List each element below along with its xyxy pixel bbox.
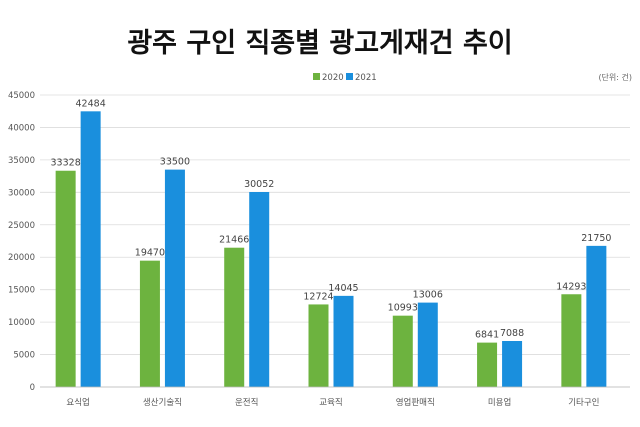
bar-2020 xyxy=(139,260,160,387)
x-category-label: 운전직 xyxy=(235,397,258,408)
bar-2020 xyxy=(561,294,582,387)
bar-2020 xyxy=(55,170,76,387)
bar-2020 xyxy=(224,247,245,387)
bar-2021 xyxy=(417,302,438,387)
bar-2021 xyxy=(249,191,270,387)
y-tick-label: 25000 xyxy=(8,221,35,231)
y-tick-label: 0 xyxy=(30,383,35,393)
data-label: 21466 xyxy=(219,235,249,246)
unit-label: (단위: 건) xyxy=(598,72,632,82)
x-category-label: 기타구인 xyxy=(568,397,599,408)
y-tick-label: 5000 xyxy=(13,351,35,361)
y-tick-label: 20000 xyxy=(8,253,35,263)
y-tick-label: 45000 xyxy=(8,91,35,101)
x-category-label: 미용업 xyxy=(488,398,511,408)
bar-2021 xyxy=(333,295,354,387)
y-tick-label: 10000 xyxy=(8,318,35,328)
y-tick-label: 15000 xyxy=(8,286,35,296)
data-label: 30052 xyxy=(244,179,274,190)
data-label: 13006 xyxy=(413,290,443,301)
data-label: 7088 xyxy=(500,328,524,339)
y-tick-label: 30000 xyxy=(8,188,35,198)
bar-2021 xyxy=(164,169,185,387)
data-label: 33328 xyxy=(51,158,81,169)
x-category-label: 영업판매직 xyxy=(396,397,435,408)
y-tick-label: 40000 xyxy=(8,123,35,133)
bar-2021 xyxy=(80,111,101,387)
legend-swatch xyxy=(346,73,353,80)
x-category-label: 교육직 xyxy=(319,397,342,408)
legend-swatch xyxy=(313,73,320,80)
bars xyxy=(55,111,607,387)
data-labels: 33328 42484 19470 33500 21466 30052 1272414045… xyxy=(51,98,612,340)
data-label: 21750 xyxy=(581,233,611,244)
bar-2020 xyxy=(308,304,329,387)
y-tick-label: 35000 xyxy=(8,156,35,166)
y-axis: 0 5000 10000 15000 20000 25000 30000 35000 40000… xyxy=(8,91,35,393)
x-category-label: 요식업 xyxy=(66,398,89,408)
legend: 2020 2021 xyxy=(313,73,377,83)
data-label: 10993 xyxy=(388,303,418,314)
bar-2021 xyxy=(586,245,607,387)
grid-lines xyxy=(40,94,630,388)
legend-label: 2020 xyxy=(322,73,344,83)
x-category-label: 생산기술직 xyxy=(143,397,182,408)
data-label: 14045 xyxy=(328,283,358,294)
legend-label: 2021 xyxy=(355,73,377,83)
data-label: 19470 xyxy=(135,248,165,259)
data-label: 42484 xyxy=(76,98,106,109)
bar-2021 xyxy=(502,341,523,387)
data-label: 12724 xyxy=(303,291,333,302)
bar-2020 xyxy=(477,342,498,387)
data-label: 33500 xyxy=(160,157,190,168)
data-label: 6841 xyxy=(475,330,499,341)
data-label: 14293 xyxy=(556,281,586,292)
chart-title: 광주 구인 직종별 광고게재건 추이 xyxy=(127,28,512,59)
bar-2020 xyxy=(392,315,413,387)
x-axis: 요식업 생산기술직 운전직 교육직 영업판매직 미용업 기타구인 xyxy=(40,386,630,408)
